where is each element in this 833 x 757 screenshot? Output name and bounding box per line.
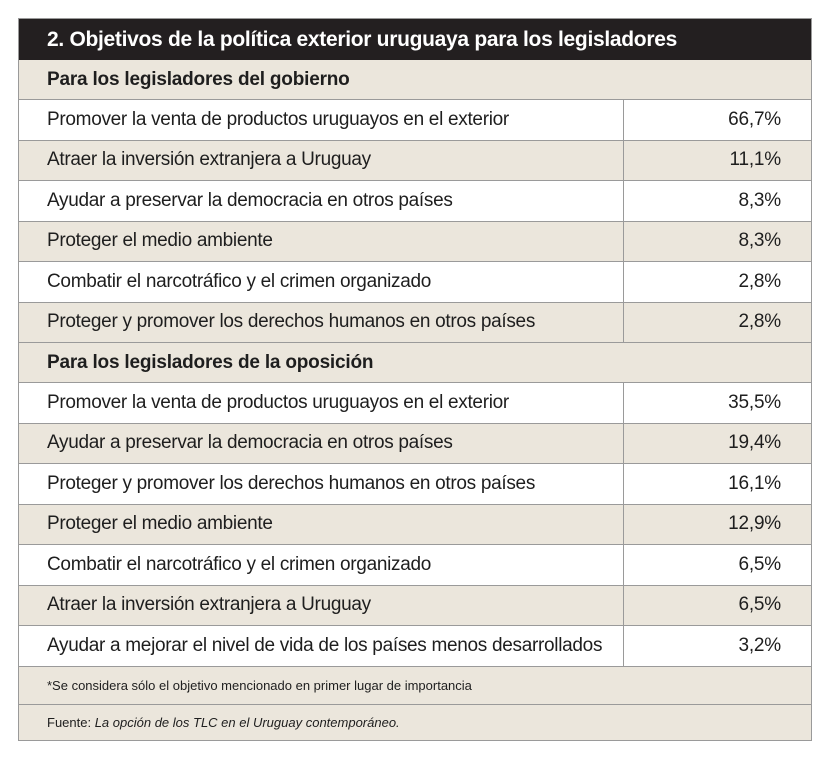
row-label: Proteger y promover los derechos humanos… xyxy=(19,464,624,504)
row-label: Proteger el medio ambiente xyxy=(19,504,624,544)
table-row: Combatir el narcotráfico y el crimen org… xyxy=(19,545,811,586)
row-label: Combatir el narcotráfico y el crimen org… xyxy=(19,262,624,302)
table-row: Proteger y promover los derechos humanos… xyxy=(19,464,811,505)
row-value: 2,8% xyxy=(738,311,781,333)
row-label: Proteger el medio ambiente xyxy=(19,221,624,261)
row-label: Promover la venta de productos uruguayos… xyxy=(19,383,624,423)
source-prefix: Fuente: xyxy=(47,714,95,730)
row-label: Atraer la inversión extranjera a Uruguay xyxy=(19,140,624,180)
row-value: 12,9% xyxy=(728,513,781,535)
data-table: 2. Objetivos de la política exterior uru… xyxy=(18,18,812,741)
table-row: Ayudar a preservar la democracia en otro… xyxy=(19,181,811,222)
row-value: 6,5% xyxy=(738,553,781,575)
row-label: Atraer la inversión extranjera a Uruguay xyxy=(19,585,624,625)
footnote: *Se considera sólo el objetivo mencionad… xyxy=(19,666,811,705)
row-value: 3,2% xyxy=(738,634,781,656)
table-title: 2. Objetivos de la política exterior uru… xyxy=(19,19,811,60)
table-row: Atraer la inversión extranjera a Uruguay… xyxy=(19,140,811,181)
row-label: Ayudar a preservar la democracia en otro… xyxy=(19,181,624,221)
section-heading-gobierno: Para los legisladores del gobierno xyxy=(19,60,811,100)
section-heading-oposicion: Para los legisladores de la oposición xyxy=(19,343,811,383)
row-label: Proteger y promover los derechos humanos… xyxy=(19,302,624,342)
table-row: Ayudar a preservar la democracia en otro… xyxy=(19,423,811,464)
row-value: 8,3% xyxy=(738,189,781,211)
rows-oposicion: Promover la venta de productos uruguayos… xyxy=(19,383,811,667)
row-value: 19,4% xyxy=(728,432,781,454)
row-value: 16,1% xyxy=(728,472,781,494)
row-label: Ayudar a preservar la democracia en otro… xyxy=(19,423,624,463)
table-row: Proteger el medio ambiente 12,9% xyxy=(19,504,811,545)
row-value: 11,1% xyxy=(729,149,782,171)
source-line: Fuente: La opción de los TLC en el Urugu… xyxy=(19,704,811,740)
row-label: Ayudar a mejorar el nivel de vida de los… xyxy=(19,626,624,666)
row-value: 2,8% xyxy=(738,270,781,292)
row-value: 6,5% xyxy=(738,594,781,616)
table-row: Ayudar a mejorar el nivel de vida de los… xyxy=(19,626,811,667)
row-value: 35,5% xyxy=(728,391,781,413)
table-row: Combatir el narcotráfico y el crimen org… xyxy=(19,262,811,303)
table-row: Proteger y promover los derechos humanos… xyxy=(19,302,811,343)
row-value: 66,7% xyxy=(728,108,781,130)
table-row: Promover la venta de productos uruguayos… xyxy=(19,383,811,424)
source-title: La opción de los TLC en el Uruguay conte… xyxy=(94,714,400,730)
row-value: 8,3% xyxy=(738,230,781,252)
row-label: Promover la venta de productos uruguayos… xyxy=(19,100,624,140)
table-row: Proteger el medio ambiente 8,3% xyxy=(19,221,811,262)
row-label: Combatir el narcotráfico y el crimen org… xyxy=(19,545,624,585)
rows-gobierno: Promover la venta de productos uruguayos… xyxy=(19,100,811,343)
table-row: Promover la venta de productos uruguayos… xyxy=(19,100,811,141)
table-row: Atraer la inversión extranjera a Uruguay… xyxy=(19,585,811,626)
